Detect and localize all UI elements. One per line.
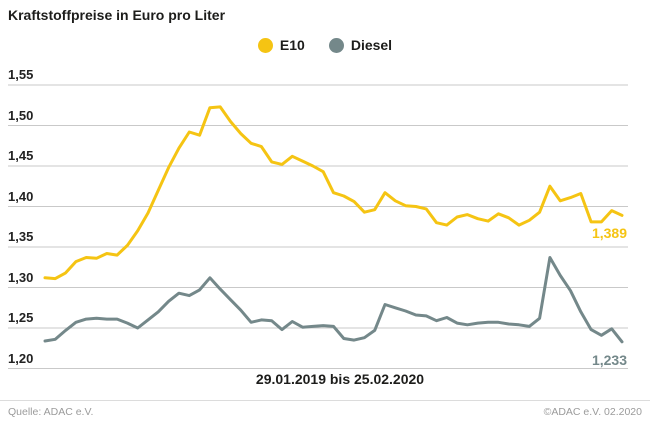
y-tick-label: 1,40 xyxy=(8,188,34,204)
legend-label-diesel: Diesel xyxy=(350,37,393,53)
e10-line xyxy=(43,105,624,281)
diesel-line xyxy=(43,256,624,344)
footer-divider xyxy=(0,400,650,401)
legend-label-e10: E10 xyxy=(279,37,305,53)
line-chart xyxy=(8,84,628,369)
y-tick-label: 1,25 xyxy=(8,310,34,325)
y-tick-label: 1,35 xyxy=(8,229,34,244)
y-tick-label: 1,50 xyxy=(8,107,34,123)
legend: E10 Diesel xyxy=(0,36,650,54)
e10-color-dot xyxy=(257,37,273,53)
x-axis-caption: 29.01.2019 bis 25.02.2020 xyxy=(255,371,425,387)
y-tick-label: 1,55 xyxy=(8,67,34,82)
y-tick-label: 1,20 xyxy=(8,350,34,366)
legend-item-e10: E10 xyxy=(257,37,305,53)
chart-title: Kraftstoffpreise in Euro pro Liter xyxy=(8,7,226,23)
legend-item-diesel: Diesel xyxy=(328,37,393,53)
footer-source: Quelle: ADAC e.V. xyxy=(8,406,94,418)
y-tick-label: 1,30 xyxy=(8,269,34,285)
e10-end-value: 1,389 xyxy=(591,225,627,242)
y-tick-label: 1,45 xyxy=(8,148,34,163)
diesel-color-dot xyxy=(328,37,344,53)
footer-copyright: ©ADAC e.V. 02.2020 xyxy=(543,406,642,418)
diesel-end-value: 1,233 xyxy=(591,351,627,368)
